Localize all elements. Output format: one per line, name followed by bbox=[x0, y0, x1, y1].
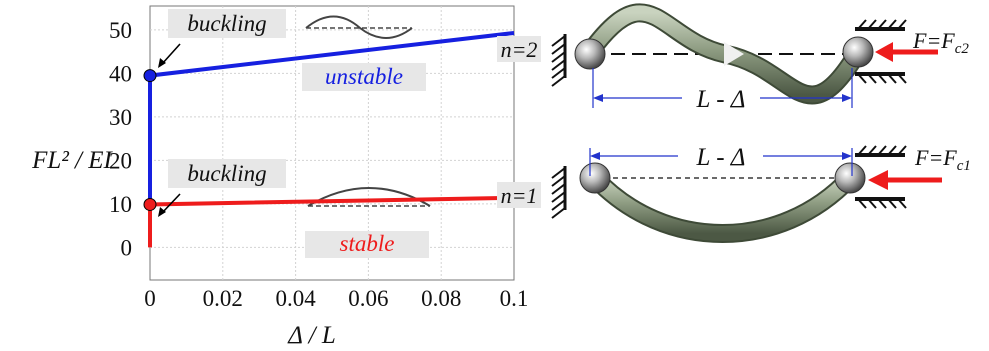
mode-one-label-bg bbox=[497, 182, 541, 208]
buckling-point bbox=[143, 197, 157, 211]
gap-label-lower: L - Δ bbox=[696, 144, 746, 171]
inflection-marker bbox=[724, 42, 744, 66]
y-tick-label: 0 bbox=[121, 235, 133, 260]
rod-lower bbox=[587, 170, 858, 241]
mode-one-label: n=1 bbox=[501, 183, 538, 208]
stable-label: stable bbox=[340, 231, 395, 256]
y-tick-label: 50 bbox=[109, 18, 132, 43]
gap-dimension-lower bbox=[589, 148, 853, 176]
buckling-lower-label-bg bbox=[168, 159, 286, 188]
series-layer bbox=[143, 30, 515, 248]
buckling-lower-arrow bbox=[158, 193, 181, 217]
y-tick-label: 10 bbox=[109, 192, 132, 217]
force-arrow-lower bbox=[868, 170, 942, 190]
mode-two-label-bg bbox=[497, 36, 541, 62]
x-tick-label: 0.08 bbox=[421, 286, 461, 311]
mode-two-sketch bbox=[305, 15, 413, 39]
x-tick-label: 0.02 bbox=[203, 286, 243, 311]
force-arrow-upper bbox=[875, 42, 938, 62]
buckling-upper-label: buckling bbox=[187, 11, 266, 36]
buckling-point bbox=[143, 69, 157, 83]
stable-label-bg bbox=[305, 231, 429, 258]
y-axis-label: FL² / EI bbox=[31, 147, 113, 174]
buckling-upper-label-bg bbox=[168, 9, 286, 38]
x-tick-label: 0.04 bbox=[275, 286, 316, 311]
x-tick-label: 0.1 bbox=[500, 286, 529, 311]
load-displacement-chart: 0 0.02 0.04 0.06 0.08 0.1 0 10 20 30 40 50 bucklin… bbox=[31, 5, 528, 349]
x-tick-label: 0 bbox=[144, 286, 156, 311]
roller-right-lower bbox=[834, 162, 866, 194]
force-label-upper: F=Fc2 bbox=[912, 28, 969, 57]
unstable-label: unstable bbox=[325, 64, 403, 89]
y-tick-labels: 0 10 20 30 40 50 bbox=[109, 18, 132, 260]
x-tick-labels: 0 0.02 0.04 0.06 0.08 0.1 bbox=[144, 286, 528, 311]
y-tick-label: 40 bbox=[109, 61, 132, 86]
buckling-upper-arrow bbox=[158, 43, 181, 68]
x-tick-label: 0.06 bbox=[348, 286, 388, 311]
x-axis-label: Δ / L bbox=[287, 322, 336, 349]
left-wall-upper bbox=[551, 34, 567, 87]
guide-rails-lower bbox=[855, 145, 907, 209]
mode-two-label: n=2 bbox=[501, 37, 538, 62]
gap-dimension-upper bbox=[592, 68, 853, 108]
y-tick-label: 30 bbox=[109, 105, 132, 130]
unstable-label-bg bbox=[302, 63, 426, 91]
buckling-lower-label: buckling bbox=[187, 161, 266, 186]
roller-right-upper bbox=[842, 36, 874, 68]
pin-left-lower bbox=[579, 162, 611, 194]
pin-left-upper bbox=[574, 38, 606, 70]
force-label-lower: F=Fc1 bbox=[914, 145, 971, 174]
left-wall-lower bbox=[551, 166, 567, 219]
mode-two-diagram: n=2 F=Fc2 L - Δ bbox=[497, 3, 969, 113]
mode-one-diagram: n=1 F=Fc1 L - Δ bbox=[497, 144, 971, 243]
gap-label-upper: L - Δ bbox=[696, 86, 746, 113]
y-tick-label: 20 bbox=[109, 148, 132, 173]
guide-rails-upper bbox=[855, 19, 907, 84]
